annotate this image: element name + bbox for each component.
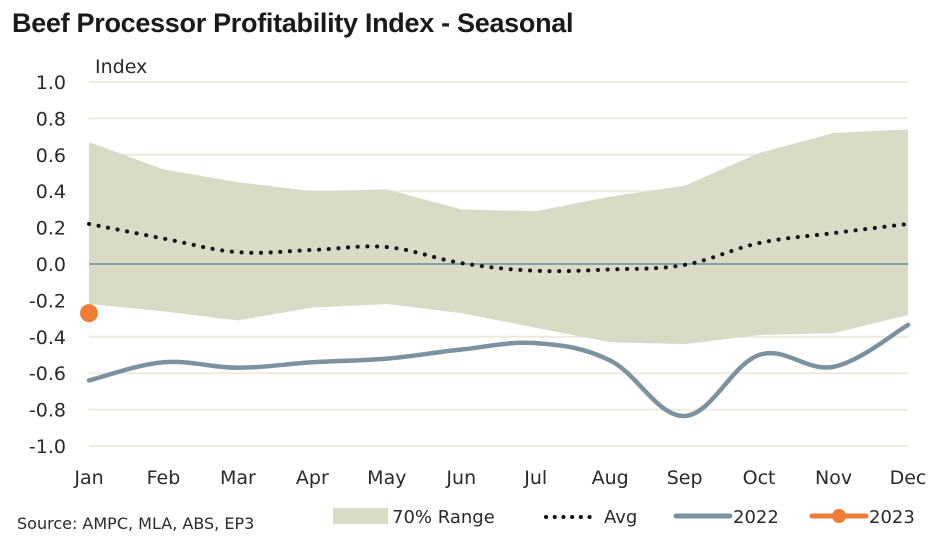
x-tick-label: Sep <box>667 467 703 489</box>
y-tick-label: 1.0 <box>36 72 66 94</box>
legend-item-2023[interactable]: 2023 <box>809 507 915 528</box>
y-tick-label: 0.8 <box>36 108 66 130</box>
series-markers-2023 <box>80 304 98 323</box>
x-axis-ticks: Jan Feb Mar Apr May Jun Jul Aug Sep Oct Nov Dec <box>73 467 926 489</box>
y-tick-label: 0.6 <box>36 145 66 167</box>
x-tick-label: May <box>367 467 406 489</box>
y-tick-label: 0.4 <box>36 181 66 203</box>
x-tick-label: Apr <box>296 467 329 489</box>
x-tick-label: Jul <box>523 467 547 489</box>
legend-swatch-range <box>333 508 388 524</box>
y-axis-ticks: 1.0 0.8 0.6 0.4 0.2 0.0 -0.2 -0.4 -0.6 -0.8 -1.0 <box>29 72 66 458</box>
y-tick-label: -0.6 <box>29 363 66 385</box>
series-line-2022 <box>86 322 911 419</box>
x-tick-label: Nov <box>815 467 852 489</box>
series-marker-2023 <box>80 304 98 323</box>
legend-label-2023: 2023 <box>869 507 915 528</box>
legend-item-avg[interactable]: Avg <box>544 507 637 528</box>
x-tick-label: Oct <box>743 467 776 489</box>
x-tick-label: Jan <box>73 467 103 489</box>
legend-label-2022: 2022 <box>733 507 779 528</box>
legend-label-range: 70% Range <box>392 507 495 528</box>
legend-item-range[interactable]: 70% Range <box>333 507 495 528</box>
series-line-avg <box>87 221 910 274</box>
x-tick-label: Feb <box>147 467 181 489</box>
x-tick-label: Aug <box>592 467 629 489</box>
legend-item-2022[interactable]: 2022 <box>673 507 779 528</box>
x-tick-label: Mar <box>220 467 256 489</box>
chart-title: Beef Processor Profitability Index - Sea… <box>12 8 574 38</box>
y-axis-label: Index <box>95 56 147 78</box>
y-tick-label: -0.8 <box>29 400 66 422</box>
legend: 70% Range Avg 2022 2023 <box>333 507 915 528</box>
source-note: Source: AMPC, MLA, ABS, EP3 <box>17 514 254 533</box>
range-area-70pct <box>89 129 908 345</box>
legend-label-avg: Avg <box>604 507 637 528</box>
y-tick-label: -0.2 <box>29 290 66 312</box>
y-tick-label: 0.0 <box>36 254 66 276</box>
y-tick-label: 0.2 <box>36 218 66 240</box>
y-tick-label: -1.0 <box>29 436 66 458</box>
y-tick-label: -0.4 <box>29 327 66 349</box>
legend-swatch-2023-marker <box>832 509 846 523</box>
x-tick-label: Jun <box>445 467 476 489</box>
x-tick-label: Dec <box>890 467 927 489</box>
